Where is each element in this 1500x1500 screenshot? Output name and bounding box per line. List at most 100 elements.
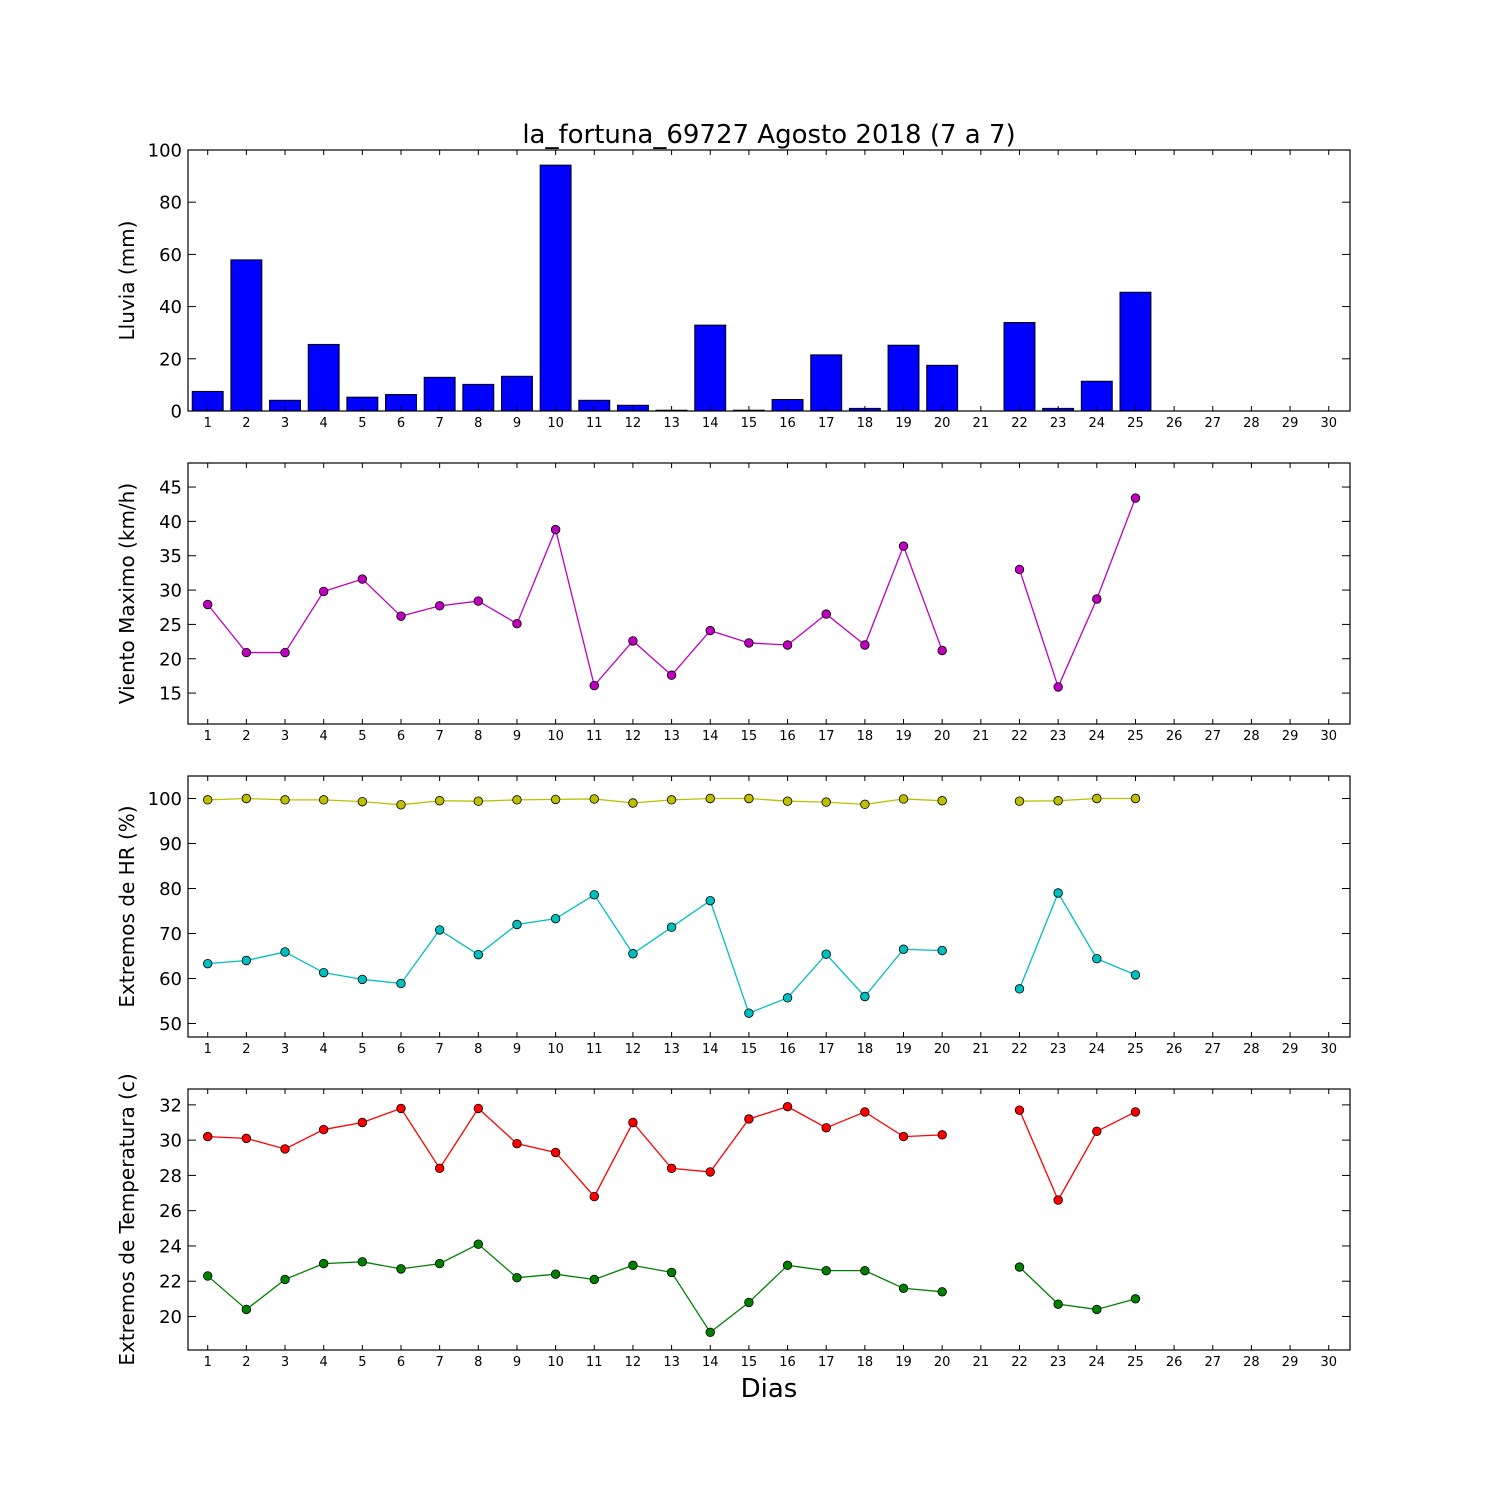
x-tick-label: 29 (1282, 416, 1299, 431)
bar-2 (230, 259, 263, 412)
series-1-point-15 (744, 638, 754, 648)
x-tick-label: 11 (586, 416, 603, 431)
series-2-point-12 (628, 1260, 638, 1271)
series-1-point-13 (666, 1163, 677, 1174)
x-tick-label: 26 (1166, 1042, 1183, 1057)
bar-14 (694, 324, 727, 412)
x-tick-label: 23 (1050, 1355, 1067, 1370)
series-1-point-11 (589, 680, 599, 691)
y-tick-label: 100 (148, 789, 182, 810)
x-tick-label: 4 (320, 416, 328, 431)
bar-20 (926, 364, 959, 412)
x-tick-label: 23 (1050, 416, 1067, 431)
series-2-point-16 (782, 993, 793, 1003)
series-2-point-7 (434, 925, 445, 935)
x-tick-label: 3 (281, 416, 289, 431)
x-tick-label: 1 (204, 1355, 212, 1370)
series-2-point-2 (241, 1304, 252, 1315)
series-2-point-9 (512, 1272, 522, 1283)
series-2-point-19 (898, 944, 909, 954)
series-1-point-2 (241, 1133, 252, 1144)
x-tick-label: 21 (973, 416, 990, 431)
series-1-point-10 (550, 524, 561, 535)
series-1-point-17 (821, 609, 831, 619)
series-1-point-22 (1014, 564, 1025, 575)
series-1-point-17 (821, 797, 831, 807)
x-tick-label: 14 (702, 1042, 719, 1057)
x-tick-label: 24 (1089, 416, 1106, 431)
series-1-point-16 (782, 796, 793, 806)
series-2-point-6 (396, 978, 406, 989)
x-tick-label: 19 (895, 729, 912, 744)
series-1-point-19 (898, 541, 909, 551)
series-1-point-5 (357, 796, 368, 807)
series-1-point-5 (357, 574, 368, 584)
series-2-point-19 (898, 1283, 909, 1293)
x-tick-label: 5 (358, 1355, 366, 1370)
x-tick-label: 8 (474, 416, 482, 431)
series-1-line (207, 797, 943, 806)
series-1-point-17 (821, 1123, 831, 1133)
y-axis-label: Extremos de Temperatura (c) (115, 1073, 139, 1365)
x-tick-label: 23 (1050, 1042, 1067, 1057)
x-tick-label: 15 (741, 1042, 758, 1057)
series-1-point-24 (1092, 793, 1102, 804)
x-tick-label: 28 (1243, 729, 1260, 744)
series-2-point-13 (666, 922, 677, 932)
x-tick-label: 25 (1127, 729, 1144, 744)
x-tick-label: 8 (474, 729, 482, 744)
series-1-point-9 (512, 1138, 522, 1149)
x-tick-label: 17 (818, 416, 835, 431)
series-1-line (207, 1105, 943, 1198)
series-1-point-15 (744, 1114, 754, 1124)
x-tick-label: 11 (586, 729, 603, 744)
y-tick-label: 30 (159, 1131, 182, 1152)
x-tick-label: 4 (320, 1042, 328, 1057)
x-tick-label: 6 (397, 729, 405, 744)
series-2-point-5 (357, 974, 368, 985)
series-1-point-23 (1053, 1195, 1063, 1205)
series-2-point-14 (705, 895, 715, 906)
x-tick-label: 18 (857, 1042, 874, 1057)
series-1-point-3 (280, 647, 290, 658)
series-2-point-18 (860, 991, 870, 1002)
series-1-point-9 (512, 795, 522, 805)
series-1-point-22 (1014, 1105, 1025, 1115)
x-tick-label: 2 (242, 1355, 250, 1370)
x-tick-label: 12 (625, 729, 642, 744)
series-2-line (207, 1243, 943, 1334)
x-tick-label: 17 (818, 729, 835, 744)
x-tick-label: 23 (1050, 729, 1067, 744)
series-1-line (207, 527, 943, 687)
series-2-point-15 (744, 1008, 754, 1018)
series-1-point-7 (434, 796, 445, 806)
series-2-point-11 (589, 890, 599, 900)
x-tick-label: 30 (1320, 729, 1337, 744)
series-2-point-23 (1053, 888, 1063, 898)
x-tick-label: 13 (663, 729, 680, 744)
x-tick-label: 9 (513, 1355, 521, 1370)
series-2-point-22 (1014, 984, 1025, 994)
series-2-point-4 (318, 967, 329, 978)
series-2-point-12 (628, 949, 638, 959)
series-1-point-16 (782, 640, 793, 650)
series-2-point-14 (705, 1327, 715, 1338)
series-1-point-11 (589, 794, 599, 804)
series-1-point-20 (937, 1130, 947, 1140)
x-tick-label: 10 (547, 416, 564, 431)
series-2-point-1 (203, 1271, 213, 1281)
series-2-point-10 (550, 1269, 561, 1279)
y-tick-label: 20 (159, 649, 182, 670)
x-tick-label: 27 (1204, 729, 1221, 744)
series-1-point-16 (782, 1101, 793, 1112)
x-tick-label: 14 (702, 1355, 719, 1370)
y-tick-label: 32 (159, 1095, 182, 1116)
series-2-point-13 (666, 1267, 677, 1278)
series-1-point-7 (434, 1163, 445, 1174)
series-2-point-23 (1053, 1299, 1063, 1309)
x-tick-label: 28 (1243, 1355, 1260, 1370)
series-2-line (1018, 891, 1136, 990)
series-2-point-8 (473, 949, 484, 960)
series-1-point-20 (937, 645, 947, 656)
